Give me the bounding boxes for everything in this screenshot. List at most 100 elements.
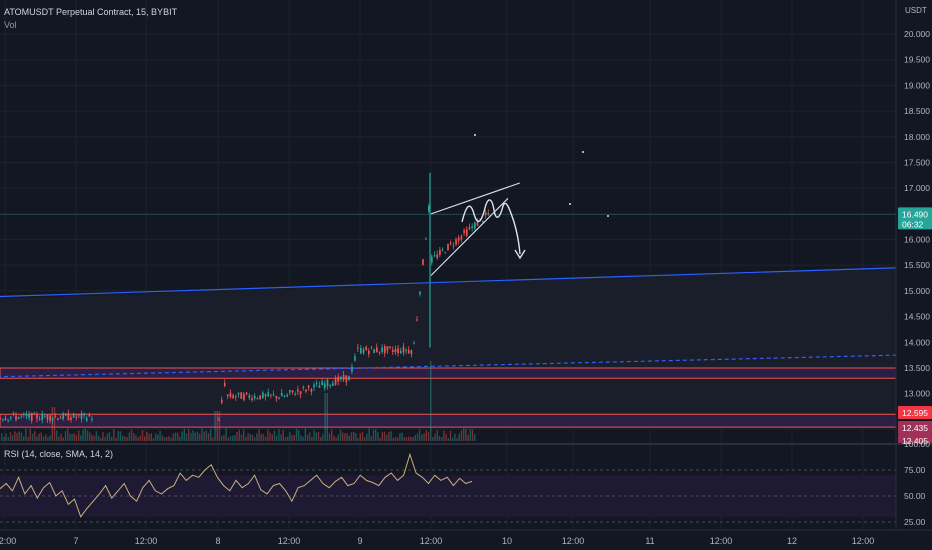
volume-bar <box>12 435 14 441</box>
candle-body <box>243 393 245 401</box>
volume-label[interactable]: Vol <box>4 20 17 30</box>
candle-body <box>294 394 297 396</box>
candle-body <box>476 221 479 226</box>
candle-body <box>348 376 350 381</box>
candle-body <box>460 236 463 240</box>
price-tick-label: 18.500 <box>904 106 930 116</box>
candle-body <box>0 417 2 419</box>
price-unit-label: USDT <box>905 6 927 15</box>
volume-bar <box>3 436 5 441</box>
volume-bar <box>271 434 273 441</box>
volume-bar <box>117 430 119 441</box>
candle-body <box>378 351 381 353</box>
price-tick-label: 14.000 <box>904 337 930 347</box>
candle-body <box>482 221 484 223</box>
volume-bar <box>130 429 133 441</box>
volume-bar <box>300 435 302 441</box>
price-tick-label: 17.500 <box>904 157 930 167</box>
candle-body <box>326 379 329 386</box>
candle-body <box>381 347 383 352</box>
volume-bar <box>392 437 394 441</box>
candle-body <box>425 238 427 240</box>
drawing-tools <box>0 134 897 378</box>
volume-bar <box>75 435 78 441</box>
red-level-badge: 12.595 <box>898 406 932 419</box>
volume-bar <box>84 428 86 441</box>
volume-bar <box>100 437 102 441</box>
candle-body <box>20 415 23 417</box>
candle-body <box>237 392 240 395</box>
volume-bar <box>20 432 23 441</box>
volume-bar <box>95 431 97 441</box>
volume-bar <box>471 429 474 441</box>
candle-body <box>389 346 391 348</box>
volume-bar <box>333 435 335 441</box>
candle-body <box>88 413 91 417</box>
volume-bar <box>196 431 199 441</box>
volume-bar <box>247 433 249 441</box>
volume-bar <box>449 430 452 441</box>
rsi-legend[interactable]: RSI (14, close, SMA, 14, 2) <box>4 449 114 459</box>
volume-bar <box>425 430 427 441</box>
symbol-title[interactable]: ATOMUSDT Perpetual Contract, 15, BYBIT <box>4 7 178 17</box>
volume-bar <box>199 433 201 441</box>
volume-bar <box>223 434 225 441</box>
candle-body <box>2 419 4 421</box>
dashed-trendline <box>0 354 897 378</box>
current-price-badge-bg <box>898 207 932 230</box>
volume-bar <box>7 437 9 441</box>
volume-bar <box>370 436 372 441</box>
partial-level-badge: 12.405 <box>898 434 932 446</box>
candle-body <box>354 356 356 361</box>
volume-bar <box>152 437 155 441</box>
time-tick-label: 12:00 <box>852 536 875 546</box>
volume-bar <box>58 436 60 441</box>
volume-bar <box>454 433 456 441</box>
candle-body <box>259 395 261 400</box>
volume-bar <box>53 407 56 441</box>
volume-bar <box>317 431 320 441</box>
volume-bar <box>298 430 300 441</box>
candle-body <box>329 384 332 387</box>
volume-bar <box>447 437 449 441</box>
volume-bar <box>291 435 293 441</box>
volume-bar <box>458 433 460 441</box>
candle-body <box>297 389 299 392</box>
candle-body <box>441 249 444 251</box>
volume-bar <box>49 435 51 441</box>
volume-bar <box>216 411 218 441</box>
rising-wedge-upper <box>430 182 520 215</box>
volume-bar <box>86 430 89 441</box>
volume-bar <box>273 430 276 441</box>
candle-body <box>291 390 294 393</box>
candle-body <box>370 346 373 348</box>
volume-bar <box>73 433 75 441</box>
time-tick-label: 12:00 <box>562 536 585 546</box>
volume-bar <box>69 433 71 441</box>
volume-bar <box>115 437 117 441</box>
candle-body <box>75 416 78 418</box>
volume-bar <box>278 429 280 441</box>
time-tick-label: 11 <box>645 536 654 546</box>
volume-bar <box>282 429 284 441</box>
volume-bar <box>232 435 234 441</box>
volume-bar <box>29 428 31 441</box>
volume-bar <box>135 435 137 441</box>
volume-bar <box>293 434 295 441</box>
price-tick-label: 19.000 <box>904 80 930 90</box>
volume-bar <box>460 430 463 441</box>
marker-dot <box>582 151 584 153</box>
volume-bar <box>379 437 381 441</box>
rsi-tick-label: 25.00 <box>904 517 926 527</box>
volume-bar <box>474 434 476 441</box>
volume-bar <box>265 436 267 441</box>
volume-bar <box>375 429 377 441</box>
candle-body <box>383 346 386 354</box>
volume-bar <box>267 429 269 441</box>
time-tick-label: 7 <box>73 536 78 546</box>
price-tick-label: 18.000 <box>904 132 930 142</box>
candle-body <box>261 392 264 399</box>
volume-bar <box>372 429 375 441</box>
volume-bar <box>339 429 342 441</box>
